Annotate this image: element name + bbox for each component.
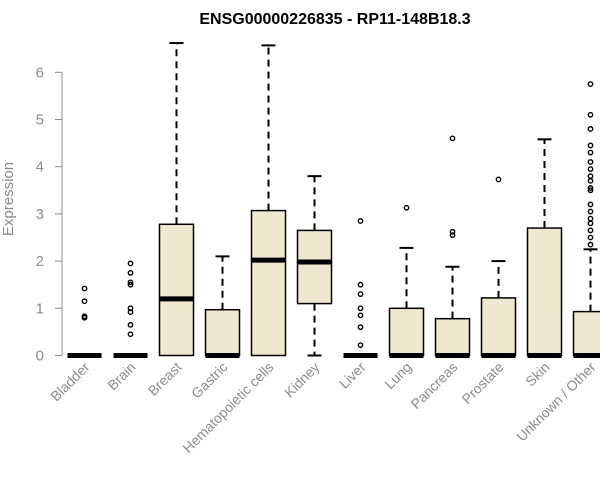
outlier-point — [587, 81, 594, 88]
outlier-point — [357, 281, 364, 288]
box-rect — [250, 209, 287, 357]
outlier-point — [127, 321, 134, 328]
box-kidney — [296, 175, 333, 357]
outlier-point — [587, 227, 594, 234]
outlier-point — [587, 173, 594, 180]
outlier-point — [357, 291, 364, 298]
y-tick-label: 5 — [36, 112, 44, 129]
outlier-point — [127, 269, 134, 276]
category-label: Kidney — [281, 359, 323, 401]
box-breast — [158, 42, 195, 357]
y-tick-label: 2 — [36, 253, 44, 270]
outlier-point — [127, 281, 134, 288]
box-rect — [480, 297, 517, 357]
category-label: Gastric — [188, 359, 231, 402]
box-rect — [388, 307, 425, 357]
category-label: Hematopoietic cells — [179, 359, 276, 456]
chart-title: ENSG00000226835 - RP11-148B18.3 — [199, 11, 470, 28]
category-label: Prostate — [458, 359, 506, 407]
box-lung — [388, 204, 425, 358]
y-tick-label: 1 — [36, 300, 44, 317]
outlier-point — [449, 135, 456, 142]
y-tick-label: 6 — [36, 64, 44, 81]
box-brain — [113, 260, 148, 358]
outlier-point — [449, 228, 456, 235]
outlier-point — [81, 298, 88, 305]
outlier-point — [127, 331, 134, 338]
category-label: Breast — [145, 359, 185, 399]
outlier-point — [127, 279, 134, 286]
outlier-point — [587, 166, 594, 172]
outlier-point — [587, 208, 594, 215]
outlier-point — [357, 324, 364, 331]
outlier-point — [81, 285, 88, 292]
box-rect — [572, 310, 600, 357]
outlier-point — [449, 232, 456, 239]
box-skin — [526, 138, 563, 358]
outlier-point — [81, 313, 88, 320]
box-hematopoietic-cells — [250, 44, 287, 357]
outlier-point — [587, 142, 594, 149]
category-label: Pancreas — [407, 359, 460, 412]
outlier-point — [357, 342, 364, 349]
box-rect — [204, 308, 241, 357]
box-rect — [296, 229, 333, 305]
outlier-point — [587, 187, 594, 194]
y-axis-label: Expression — [0, 162, 17, 236]
box-gastric — [204, 255, 241, 358]
boxes-layer — [67, 42, 600, 358]
outlier-point — [587, 126, 594, 132]
outlier-point — [495, 176, 502, 183]
outlier-point — [587, 234, 594, 241]
box-rect — [434, 317, 471, 357]
y-tick-label: 0 — [36, 348, 44, 365]
outlier-point — [357, 305, 364, 312]
outlier-point — [357, 218, 364, 224]
y-axis: 0 1 2 3 4 5 6 — [36, 64, 63, 365]
y-tick-label: 4 — [36, 159, 44, 176]
outlier-point — [403, 204, 410, 211]
category-label: Liver — [336, 359, 369, 392]
category-label: Unknown / Other — [513, 359, 599, 445]
outlier-point — [587, 201, 594, 208]
outlier-point — [587, 149, 594, 156]
outlier-point — [587, 159, 594, 165]
box-liver — [343, 218, 378, 358]
outlier-point — [587, 241, 594, 248]
box-rect — [158, 223, 195, 357]
box-pancreas — [434, 135, 471, 358]
outlier-point — [587, 220, 594, 227]
outlier-point — [587, 185, 594, 191]
outlier-point — [587, 177, 594, 184]
outlier-point — [127, 305, 134, 312]
outlier-point — [587, 215, 594, 222]
category-label: Bladder — [47, 359, 93, 405]
category-label: Skin — [522, 359, 553, 390]
y-tick-label: 3 — [36, 206, 44, 223]
outlier-point — [357, 312, 364, 319]
box-unknown-other — [572, 81, 600, 358]
category-label: Lung — [381, 359, 414, 392]
outlier-point — [127, 260, 134, 267]
category-label: Brain — [104, 359, 138, 393]
box-prostate — [480, 176, 517, 358]
box-rect — [526, 227, 563, 357]
outlier-point — [587, 111, 594, 118]
box-bladder — [67, 285, 102, 358]
